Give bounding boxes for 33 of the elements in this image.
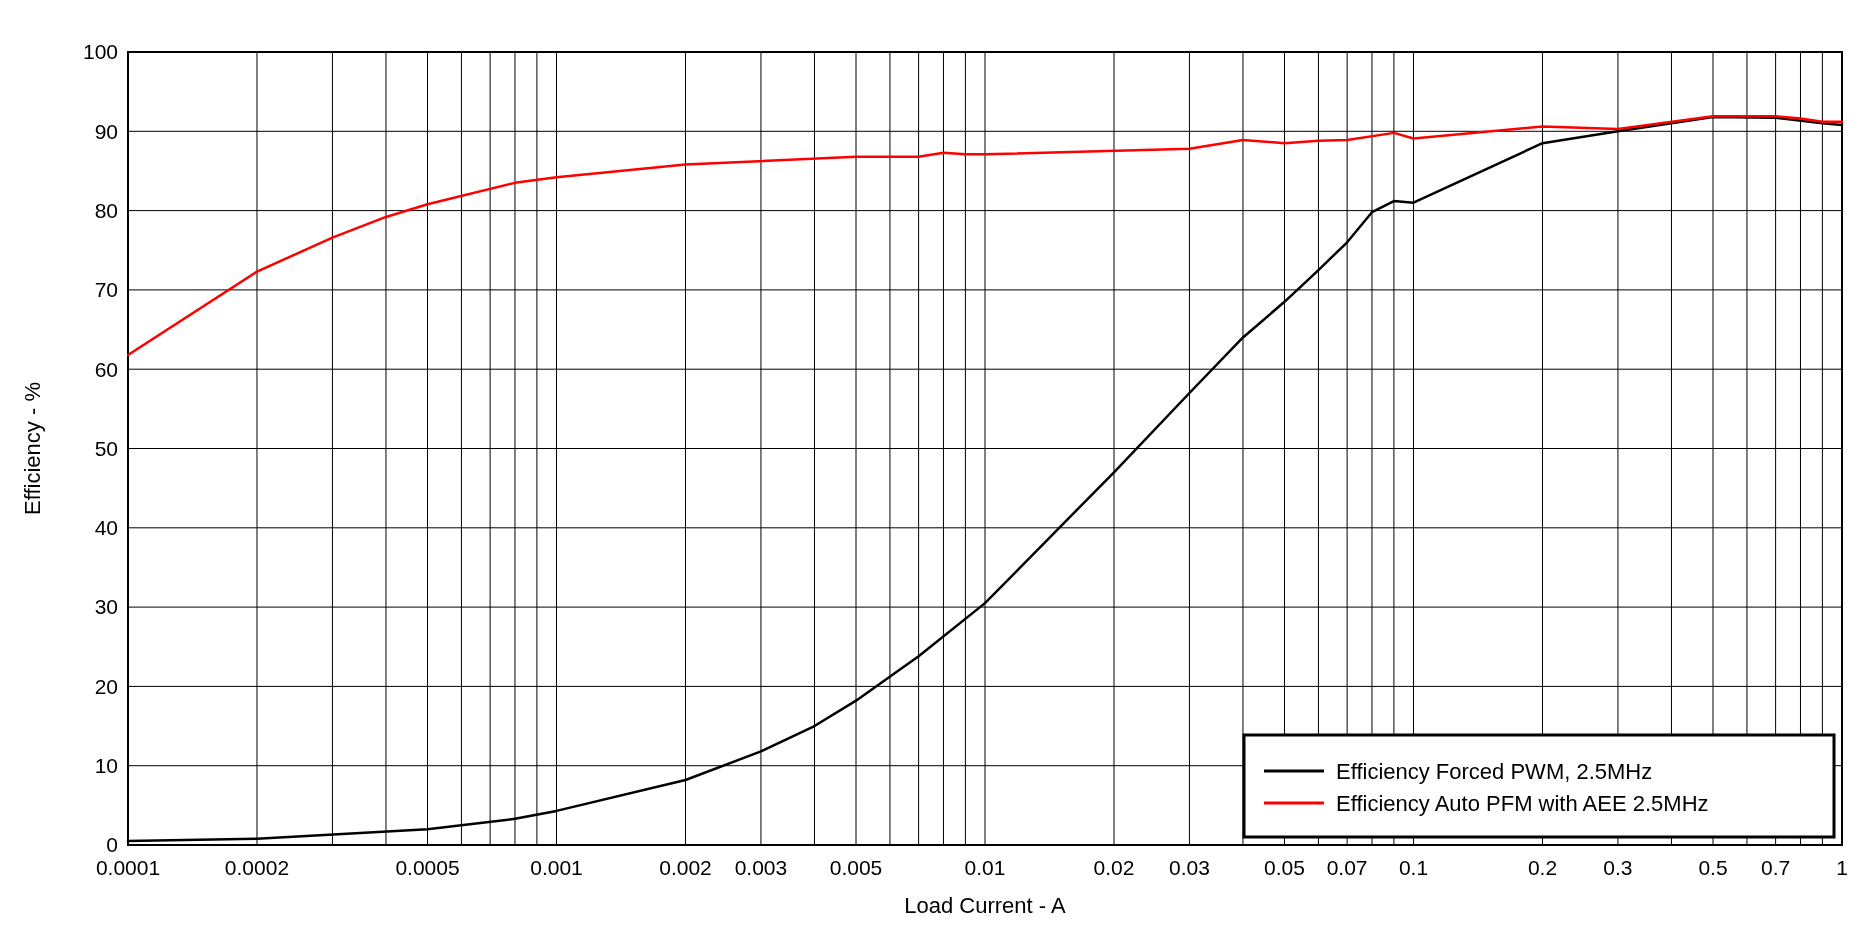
y-tick-label: 30 [94,595,118,619]
y-tick-label: 70 [94,278,118,302]
y-tick-label: 10 [94,754,118,778]
x-tick-label: 0.07 [1326,856,1368,879]
x-tick-label: 0.03 [1169,856,1210,879]
x-axis-title: Load Current - A [904,893,1067,918]
y-tick-label: 90 [94,119,118,143]
legend-label: Efficiency Auto PFM with AEE 2.5MHz [1336,790,1709,816]
x-tick-label: 0.02 [1093,856,1135,879]
y-tick-label: 50 [94,436,118,460]
y-tick-label: 40 [94,516,118,540]
y-tick-label: 60 [94,357,118,381]
x-tick-label: 0.3 [1603,856,1633,879]
x-tick-label: 0.002 [659,856,712,879]
y-tick-label: 20 [94,674,118,698]
x-tick-label: 0.0005 [395,856,460,879]
y-tick-label: 80 [94,198,118,222]
x-tick-label: 1 [1836,856,1848,879]
x-tick-label: 0.003 [734,856,788,879]
x-tick-label: 0.01 [964,856,1006,879]
x-tick-label: 0.2 [1527,856,1558,879]
y-tick-label: 0 [106,833,118,857]
y-axis-title: Efficiency - % [20,382,45,515]
y-tick-label: 100 [82,40,118,64]
x-tick-label: 0.1 [1398,856,1429,879]
x-tick-label: 0.0001 [95,856,161,879]
x-tick-label: 0.001 [530,856,583,879]
legend-label: Efficiency Forced PWM, 2.5MHz [1336,758,1653,784]
x-tick-label: 0.7 [1761,856,1791,879]
x-tick-label: 0.05 [1264,856,1305,879]
x-tick-label: 0.5 [1698,856,1728,879]
x-tick-label: 0.0002 [224,856,290,879]
x-tick-label: 0.005 [829,856,883,879]
